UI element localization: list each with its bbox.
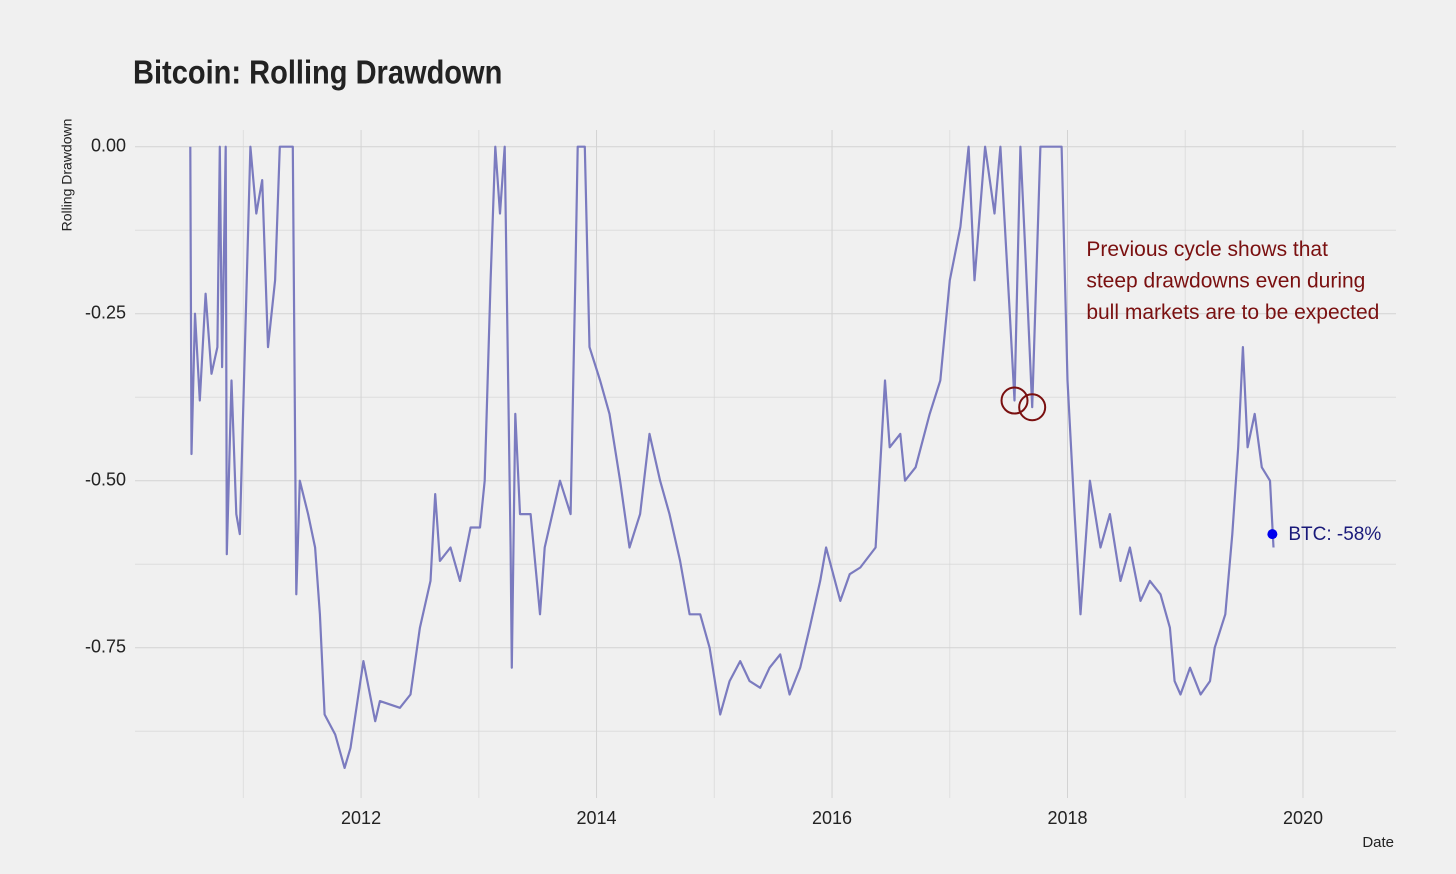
btc-point [1267, 529, 1278, 540]
x-axis-label: Date [1362, 834, 1394, 851]
annotation-text: steep drawdowns even during [1086, 269, 1365, 292]
x-tick-label: 2016 [812, 808, 852, 828]
x-tick-label: 2012 [341, 808, 381, 828]
y-axis-label: Rolling Drawdown [59, 119, 75, 232]
x-tick-label: 2020 [1283, 808, 1323, 828]
y-tick-label: -0.25 [85, 302, 126, 322]
highlight-circle [1018, 393, 1047, 422]
annotation-text: Previous cycle shows that [1086, 238, 1328, 261]
y-tick-label: -0.75 [85, 636, 126, 656]
btc-label: BTC: -58% [1288, 524, 1381, 545]
chart-title: Bitcoin: Rolling Drawdown [133, 54, 502, 91]
y-tick-label: 0.00 [91, 135, 126, 155]
line [189, 145, 1275, 769]
x-tick-label: 2018 [1047, 808, 1087, 828]
x-tick-label: 2014 [577, 808, 617, 828]
annotation-text: bull markets are to be expected [1086, 301, 1379, 324]
y-tick-label: -0.50 [85, 469, 126, 489]
highlight-circle [1000, 386, 1029, 415]
